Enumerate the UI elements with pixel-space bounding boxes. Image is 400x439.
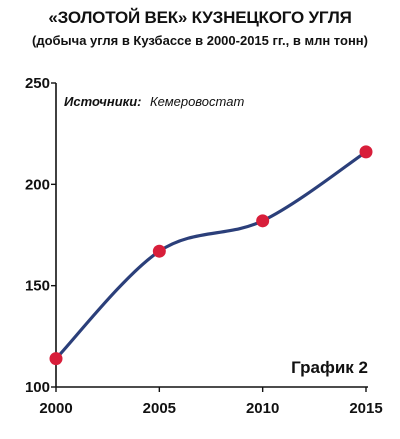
chart-title: «ЗОЛОТОЙ ВЕК» КУЗНЕЦКОГО УГЛЯ [48, 8, 352, 27]
data-point [256, 214, 270, 228]
series-line [54, 150, 368, 361]
data-point [49, 352, 63, 366]
chart-axes [55, 83, 368, 388]
chart-number-label: График 2 [291, 358, 368, 377]
data-point [152, 244, 166, 258]
chart-subtitle: (добыча угля в Кузбассе в 2000-2015 гг.,… [32, 33, 368, 48]
source-annotation: Источники: Кемеровостат [64, 93, 244, 110]
x-tick-labels: 2000 2005 2010 2015 [39, 387, 383, 417]
x-tick-label: 2005 [143, 400, 176, 417]
y-tick-label: 100 [25, 379, 50, 396]
y-tick-label: 250 [25, 75, 50, 92]
source-value: Кемеровостат [150, 94, 244, 109]
y-tick-label: 150 [25, 278, 50, 295]
y-tick-labels: 100 150 200 250 [25, 75, 56, 396]
x-tick-label: 2010 [246, 400, 279, 417]
y-tick-label: 200 [25, 176, 50, 193]
data-point [359, 145, 373, 159]
x-tick-label: 2000 [39, 400, 72, 417]
data-points [49, 145, 373, 366]
x-tick-label: 2015 [349, 400, 382, 417]
source-label: Источники: [64, 94, 142, 109]
